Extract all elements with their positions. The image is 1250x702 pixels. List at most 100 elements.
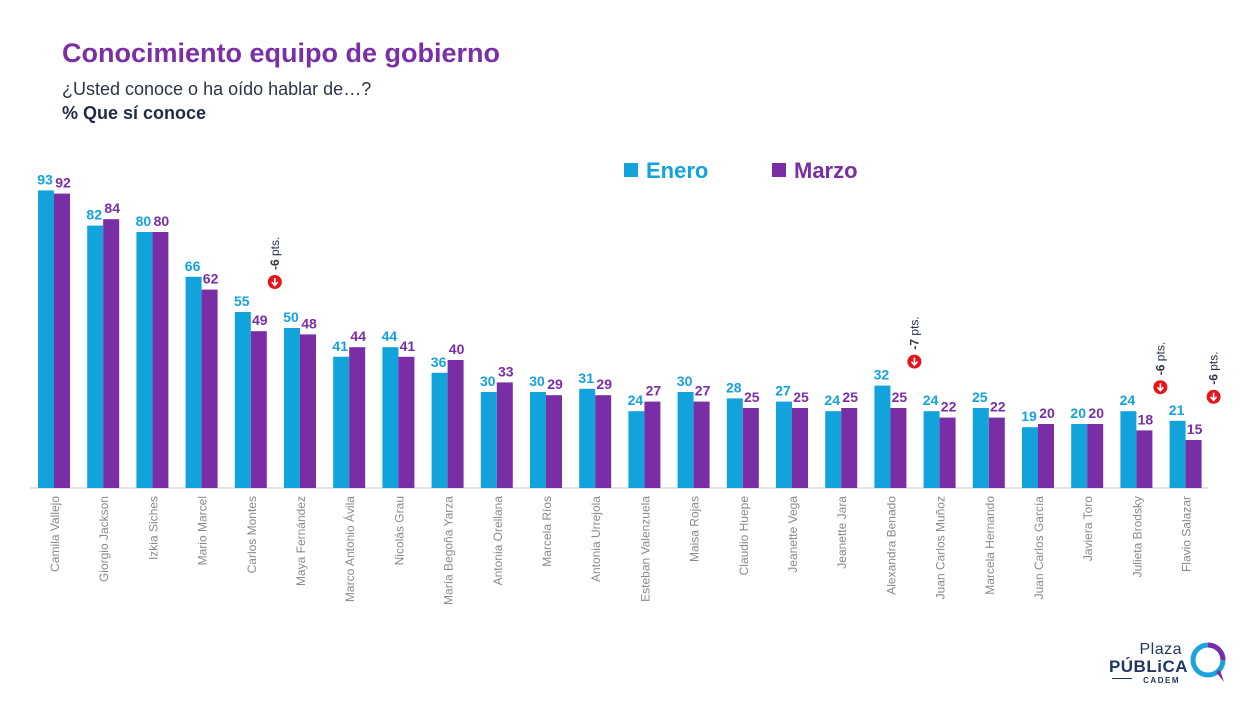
category-label-juan-carlos-munoz: Juan Carlos Muñoz <box>934 496 948 599</box>
data-label-marzo-jeanette-jara: 25 <box>842 389 858 405</box>
bar-enero-antonia-urrejola <box>579 388 596 488</box>
bar-enero-maisa-rojas <box>677 392 694 488</box>
bar-marzo-esteban-valenzuela <box>644 401 661 488</box>
plaza-publica-cadem-logo: Plaza PÚBLiCA CADEM <box>1104 640 1234 688</box>
bar-enero-julieta-brodsky <box>1120 411 1137 488</box>
category-label-maria-begona-yarza: María Begoña Yarza <box>442 496 456 605</box>
data-label-marzo-maya-fernandez: 48 <box>301 315 317 331</box>
data-label-marzo-antonia-orellana: 33 <box>498 363 514 379</box>
category-label-claudio-huepe: Claudio Huepe <box>737 496 751 576</box>
data-label-marzo-marco-antonio-avila: 44 <box>350 328 366 344</box>
bar-enero-jeanette-vega <box>776 401 792 488</box>
bar-marzo-mario-marcel <box>201 289 218 488</box>
category-label-antonia-urrejola: Antonia Urrejola <box>589 496 603 582</box>
category-label-marco-antonio-avila: Marco Antonio Ávila <box>342 496 357 602</box>
category-label-juan-carlos-garcia: Juan Carlos García <box>1032 496 1046 600</box>
logo-mark-icon <box>1190 642 1226 682</box>
data-label-marzo-marcela-hernando: 22 <box>990 399 1006 415</box>
bar-enero-nicolas-grau <box>382 347 399 488</box>
data-label-enero-maya-fernandez: 50 <box>283 309 299 325</box>
bar-enero-camila-vallejo <box>38 190 54 488</box>
category-label-julieta-brodsky: Julieta Brodsky <box>1130 496 1144 577</box>
bar-marzo-giorgio-jackson <box>103 219 120 488</box>
bar-marzo-julieta-brodsky <box>1136 430 1153 488</box>
metric-label: % Que sí conoce <box>62 103 207 123</box>
category-label-jeanette-vega: Jeanette Vega <box>786 496 800 573</box>
data-label-marzo-javiera-toro: 20 <box>1088 405 1104 421</box>
data-label-marzo-nicolas-grau: 41 <box>400 338 416 354</box>
bar-marzo-flavio-salazar <box>1185 440 1202 488</box>
data-label-marzo-juan-carlos-munoz: 22 <box>941 399 957 415</box>
logo-line3: CADEM <box>1143 676 1180 685</box>
bar-marzo-camila-vallejo <box>54 193 70 488</box>
change-annotation-julieta-brodsky: -6 pts. <box>1153 342 1167 375</box>
bar-marzo-carlos-montes <box>250 331 267 488</box>
bar-marzo-alexandra-benado <box>890 408 907 488</box>
data-label-enero-camila-vallejo: 93 <box>37 171 53 187</box>
bar-marzo-maisa-rojas <box>693 401 710 488</box>
bar-marzo-jeanette-jara <box>841 408 858 488</box>
category-label-camila-vallejo: Camila Vallejo <box>48 496 62 572</box>
bar-marzo-javiera-toro <box>1087 424 1104 488</box>
bar-enero-antonia-orellana <box>480 392 497 488</box>
category-label-izkia-siches: Izkia Siches <box>146 496 160 560</box>
down-arrow-glyph <box>271 278 279 287</box>
data-label-enero-jeanette-vega: 27 <box>775 383 791 399</box>
category-label-esteban-valenzuela: Esteban Valenzuela <box>638 496 652 602</box>
category-label-marcela-rios: Marcela Ríos <box>540 496 554 567</box>
bar-marzo-juan-carlos-garcia <box>1038 424 1054 488</box>
bar-enero-esteban-valenzuela <box>628 411 645 488</box>
data-label-enero-juan-carlos-munoz: 24 <box>923 392 939 408</box>
logo-line2: PÚBLiCA <box>1108 657 1188 676</box>
bar-marzo-jeanette-vega <box>792 408 808 488</box>
data-label-marzo-alexandra-benado: 25 <box>892 389 908 405</box>
bar-enero-mario-marcel <box>185 276 202 488</box>
data-label-enero-julieta-brodsky: 24 <box>1120 392 1136 408</box>
bar-enero-marcela-hernando <box>972 408 989 488</box>
bar-enero-marcela-rios <box>530 392 546 488</box>
data-label-marzo-jeanette-vega: 25 <box>793 389 809 405</box>
data-label-enero-antonia-urrejola: 31 <box>578 370 594 386</box>
change-annotation-flavio-salazar: -6 pts. <box>1207 351 1221 384</box>
logo-line1: Plaza <box>1139 641 1182 658</box>
bar-enero-jeanette-jara <box>825 411 842 488</box>
bar-enero-alexandra-benado <box>874 385 891 488</box>
bar-marzo-marcela-rios <box>546 395 562 488</box>
bar-marzo-maria-begona-yarza <box>447 360 464 488</box>
data-label-enero-jeanette-jara: 24 <box>824 392 840 408</box>
bar-enero-giorgio-jackson <box>87 225 104 488</box>
category-label-carlos-montes: Carlos Montes <box>245 496 259 573</box>
down-arrow-glyph <box>1156 383 1165 392</box>
data-label-enero-javiera-toro: 20 <box>1070 405 1086 421</box>
bar-marzo-juan-carlos-munoz <box>939 417 956 488</box>
data-label-enero-flavio-salazar: 21 <box>1169 402 1185 418</box>
category-label-alexandra-benado: Alexandra Benado <box>884 496 898 595</box>
data-label-enero-izkia-siches: 80 <box>136 213 152 229</box>
data-label-enero-carlos-montes: 55 <box>234 293 250 309</box>
data-label-marzo-julieta-brodsky: 18 <box>1138 411 1154 427</box>
bar-marzo-marcela-hernando <box>988 417 1005 488</box>
category-label-marcela-hernando: Marcela Hernando <box>983 496 997 595</box>
category-label-maisa-rojas: Maisa Rojas <box>688 496 702 562</box>
change-annotation-carlos-montes: -6 pts. <box>268 237 282 270</box>
bar-enero-juan-carlos-garcia <box>1022 427 1038 488</box>
bar-enero-juan-carlos-munoz <box>923 411 940 488</box>
data-label-marzo-mario-marcel: 62 <box>203 271 219 287</box>
change-annotation-alexandra-benado: -7 pts. <box>907 316 921 349</box>
data-label-marzo-flavio-salazar: 15 <box>1187 421 1203 437</box>
data-label-marzo-marcela-rios: 29 <box>547 376 563 392</box>
legend-label-enero: Enero <box>646 158 708 183</box>
bar-enero-carlos-montes <box>234 312 251 488</box>
bar-marzo-marco-antonio-avila <box>349 347 366 488</box>
data-label-enero-marcela-rios: 30 <box>529 373 545 389</box>
data-label-enero-claudio-huepe: 28 <box>726 379 742 395</box>
data-label-marzo-giorgio-jackson: 84 <box>104 200 120 216</box>
data-label-marzo-antonia-urrejola: 29 <box>596 376 612 392</box>
bar-enero-izkia-siches <box>136 232 153 488</box>
bar-enero-maya-fernandez <box>284 328 300 488</box>
chart-title: Conocimiento equipo de gobierno <box>62 38 500 68</box>
bar-marzo-nicolas-grau <box>398 356 415 488</box>
data-label-enero-marcela-hernando: 25 <box>972 389 988 405</box>
data-label-enero-esteban-valenzuela: 24 <box>628 392 644 408</box>
bar-marzo-antonia-orellana <box>496 382 513 488</box>
